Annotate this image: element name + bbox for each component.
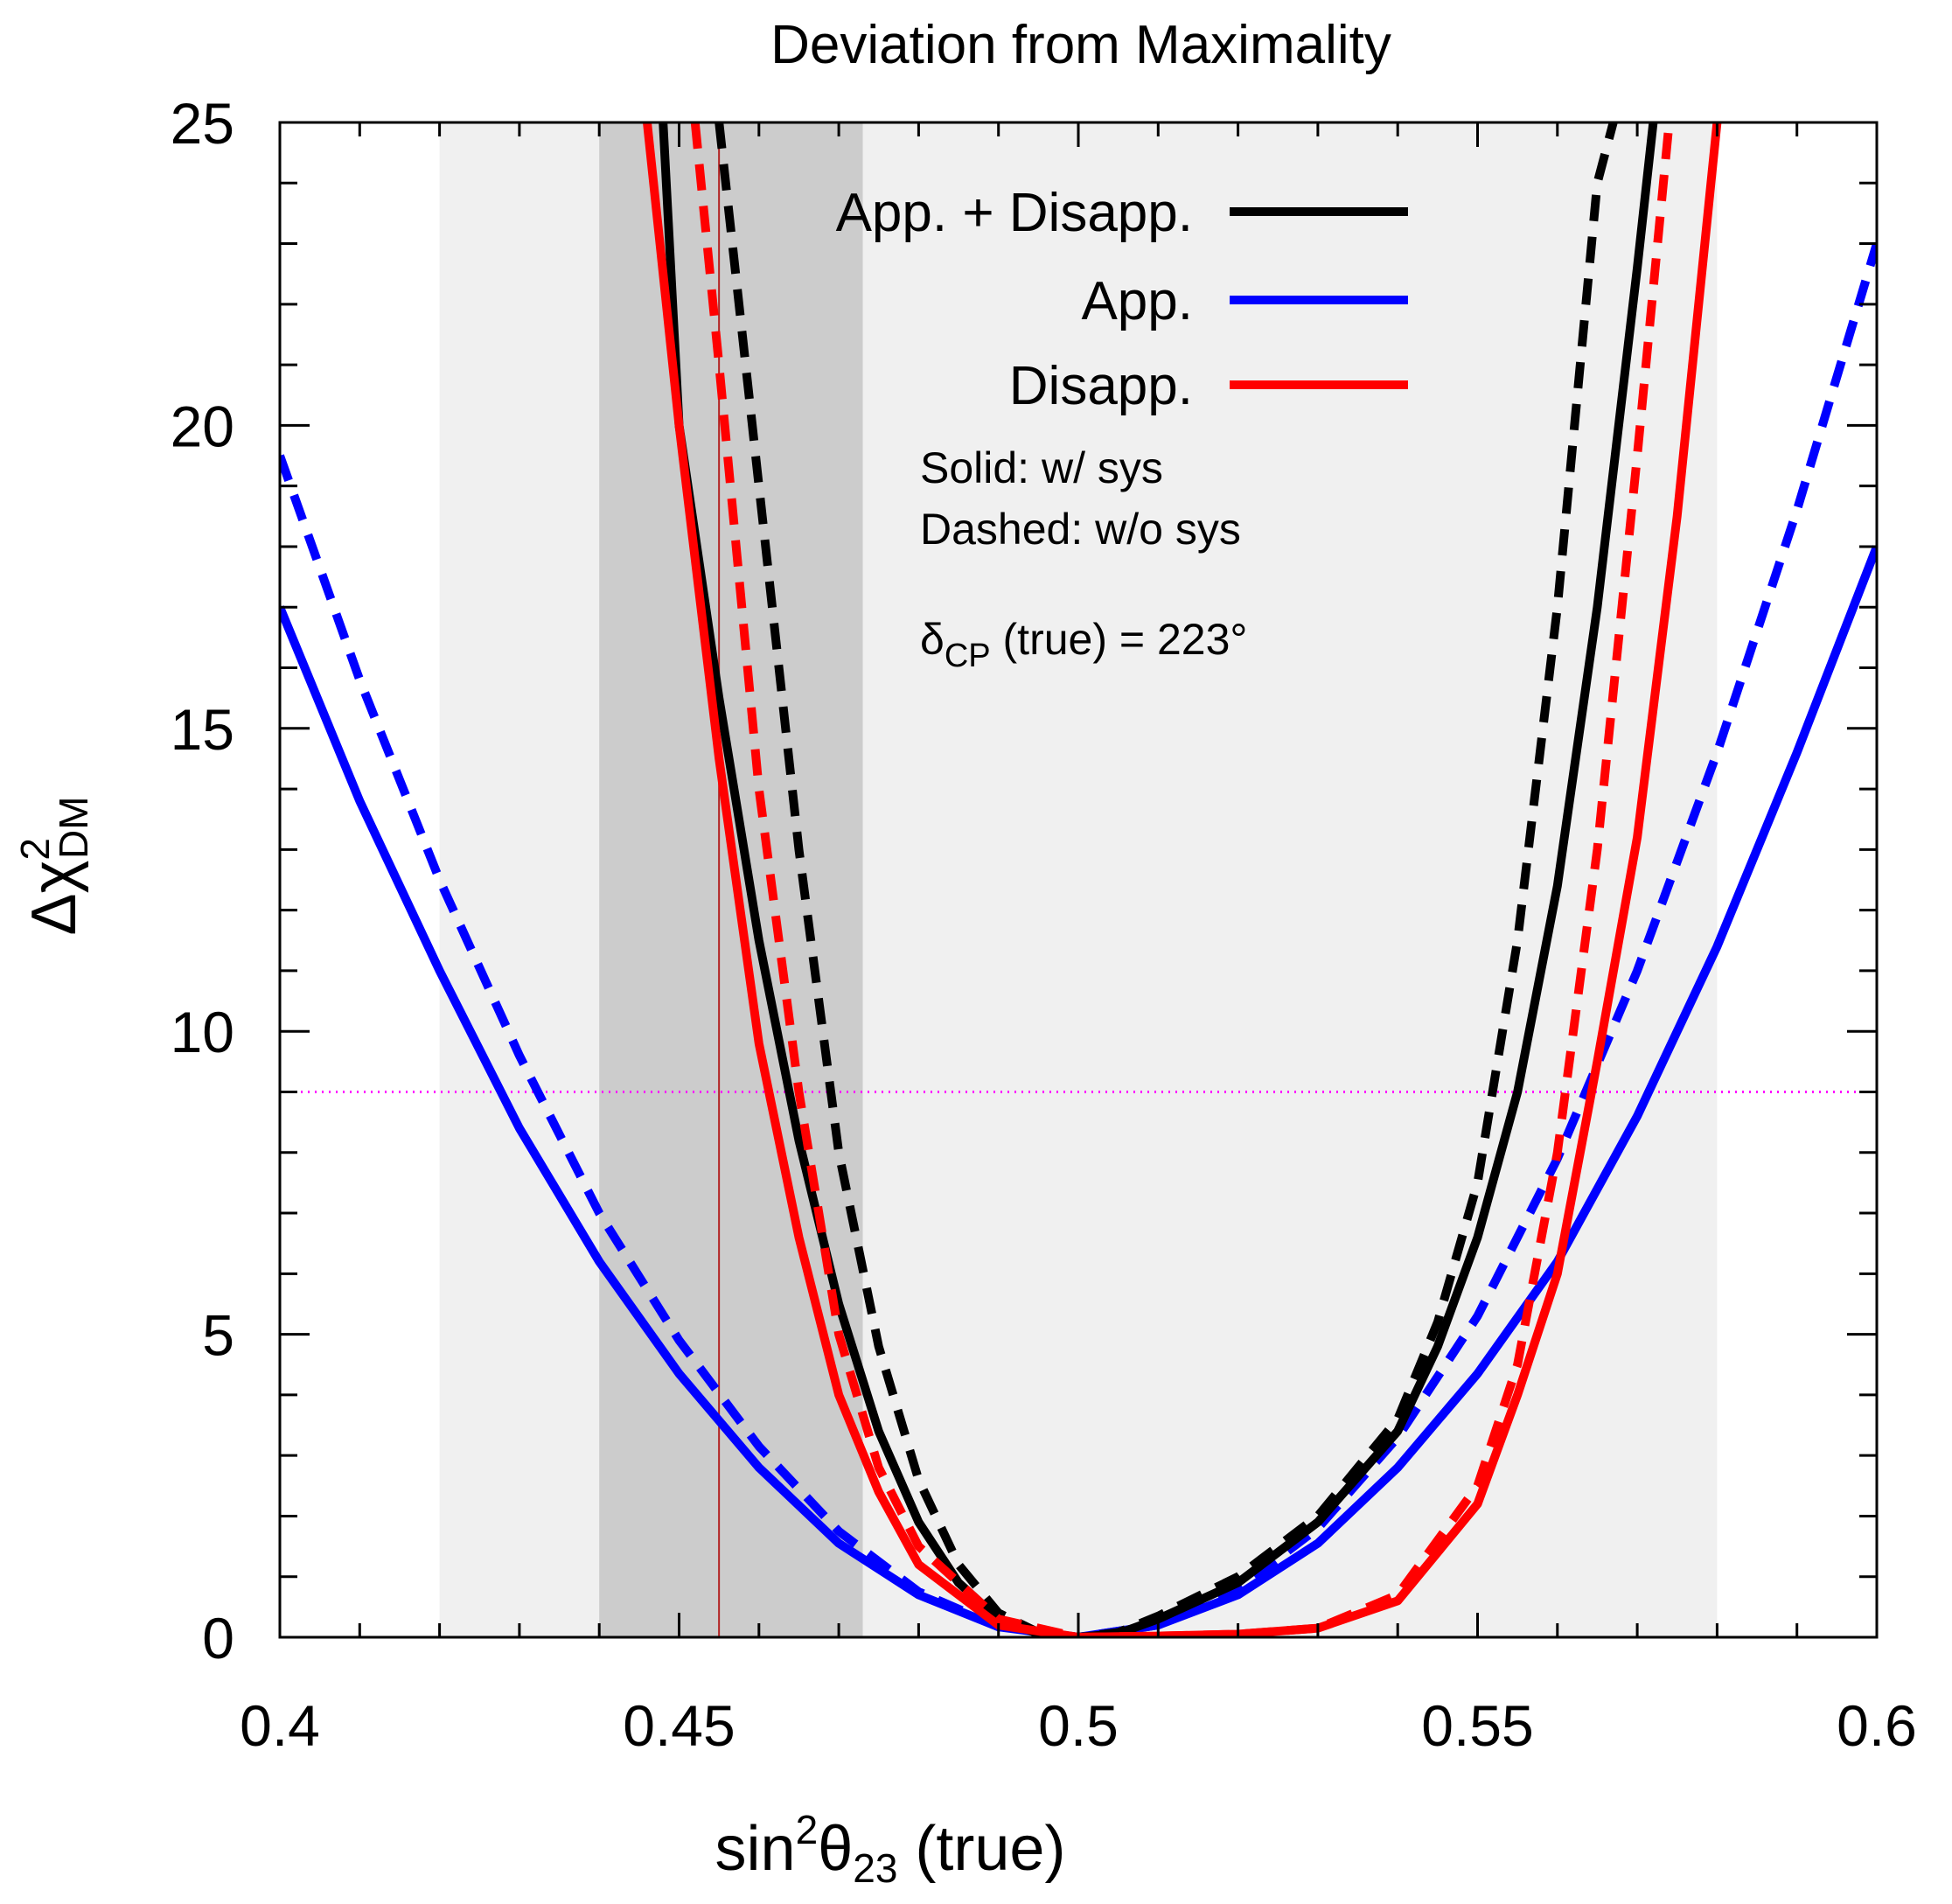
y-tick-label: 10: [171, 1000, 234, 1064]
y-label-sub: DM: [51, 796, 96, 859]
y-label-delta: Δχ: [19, 861, 89, 936]
x-label-tail: (true): [897, 1814, 1065, 1884]
delta-symbol: δ: [920, 615, 945, 664]
annotation-dashed: Dashed: w/o sys: [920, 505, 1241, 554]
legend-label: Disapp.: [1009, 356, 1193, 416]
dark-band: [599, 122, 863, 1637]
y-tick-label: 20: [171, 394, 234, 458]
delta-tail: (true) = 223°: [991, 615, 1248, 664]
x-label-main: sin: [715, 1814, 796, 1884]
x-tick-label: 0.6: [1837, 1693, 1917, 1758]
x-label-sup: 2: [796, 1807, 819, 1852]
y-tick-label: 0: [202, 1606, 234, 1670]
series-disapp-dashed: [690, 122, 1674, 1637]
x-label-sub: 23: [853, 1845, 897, 1891]
shaded-bands: [439, 122, 1718, 1637]
x-tick-label: 0.45: [623, 1693, 735, 1758]
annotation-solid: Solid: w/ sys: [920, 443, 1163, 492]
axis-ticks: [278, 121, 1879, 1639]
x-axis-label: sin2θ23 (true): [715, 1807, 1066, 1891]
x-tick-label: 0.4: [240, 1693, 320, 1758]
y-axis-label: Δχ2DM: [12, 796, 96, 935]
y-tick-label: 15: [171, 697, 234, 762]
delta-sub: CP: [945, 638, 991, 674]
x-tick-label: 0.5: [1038, 1693, 1119, 1758]
tick-labels: 0.4 0.45 0.5 0.55 0.6 0 5 10 15 20 25: [171, 91, 1917, 1758]
annotation-delta-cp: δCP (true) = 223°: [920, 615, 1247, 674]
legend-label: App.: [1081, 271, 1193, 331]
y-tick-label: 25: [171, 91, 234, 156]
legend: App. + Disapp. App. Disapp.: [836, 183, 1408, 416]
x-tick-label: 0.55: [1421, 1693, 1533, 1758]
legend-label: App. + Disapp.: [836, 183, 1193, 243]
x-label-theta: θ: [818, 1814, 853, 1884]
y-tick-label: 5: [202, 1303, 234, 1368]
series-app-solid: [280, 545, 1877, 1637]
y-label-sup: 2: [12, 838, 58, 861]
chart-title: Deviation from Maximality: [770, 15, 1391, 75]
